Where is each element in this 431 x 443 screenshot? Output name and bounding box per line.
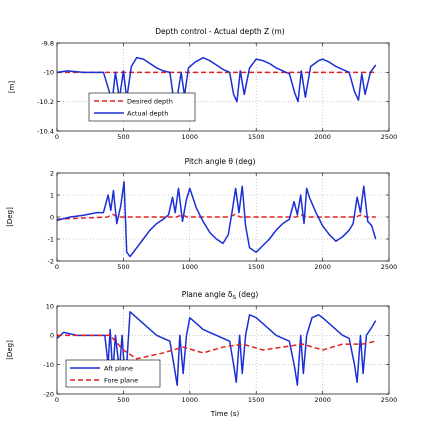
depth-chart-xtick-label: 0 — [55, 133, 59, 141]
depth-chart-xtick-label: 2500 — [381, 133, 398, 141]
pitch-chart-series-0 — [56, 213, 376, 220]
plane-angle-chart-axes: 0 500 1000 1500 2000 2500 10 0 -10 -20 — [43, 302, 397, 404]
pitch-chart-ytick-label: 2 — [50, 169, 54, 177]
pitch-chart-ytick-label: 1 — [50, 191, 54, 199]
plane-angle-chart-legend: Aft plane Fore plane — [65, 359, 161, 388]
depth-chart-ylabel: [m] — [8, 81, 16, 94]
plane-angle-chart-frame — [56, 305, 390, 395]
plane-angle-chart: Plane angle δS (deg) [Deg] Time (s) 0 500… — [6, 290, 397, 418]
pitch-chart-title: Pitch angle θ (deg) — [185, 157, 256, 166]
plane-angle-chart-xlabel: Time (s) — [210, 410, 240, 418]
plane-angle-chart-legend-label-aft: Aft plane — [104, 365, 133, 373]
plane-angle-chart-legend-box — [65, 359, 161, 388]
depth-chart-legend-label-desired: Desired depth — [127, 98, 173, 106]
plane-angle-chart-xtick-label: 1000 — [182, 396, 199, 404]
plane-angle-chart-xtick-label: 500 — [117, 396, 129, 404]
plane-angle-chart-series-0 — [56, 311, 377, 386]
pitch-chart-axes: 0 500 1000 1500 2000 2500 2 1 0 -1 -2 — [48, 169, 398, 271]
depth-chart-xtick-label: 500 — [117, 133, 129, 141]
depth-chart-ytick-label: -9.8 — [41, 39, 54, 47]
plane-angle-chart-legend-label-fore: Fore plane — [104, 377, 138, 385]
pitch-chart-ytick-label: -1 — [48, 235, 54, 243]
plane-angle-chart-title: Plane angle δS (deg) — [182, 290, 259, 301]
plane-angle-chart-series-1 — [57, 334, 376, 360]
pitch-chart-xtick-label: 0 — [55, 263, 59, 271]
depth-chart-ytick-label: -10.2 — [37, 98, 54, 106]
plane-angle-chart-ytick-label: -20 — [43, 390, 54, 398]
depth-chart-legend: Desired depth Actual depth — [88, 92, 196, 122]
plane-angle-chart-ytick-label: 0 — [50, 332, 54, 340]
pitch-chart-xtick-label: 2000 — [314, 263, 331, 271]
pitch-chart-ylabel: [Deg] — [6, 207, 14, 227]
pitch-chart-series-1 — [56, 181, 377, 258]
pitch-chart-xtick-label: 1000 — [182, 263, 199, 271]
depth-chart-title: Depth control - Actual depth Z (m) — [155, 27, 285, 36]
plane-angle-chart-ylabel: [Deg] — [6, 340, 14, 360]
pitch-chart-xtick-label: 500 — [117, 263, 129, 271]
pitch-chart-ytick-label: -2 — [48, 257, 54, 265]
plane-angle-chart-ytick-label: -10 — [43, 361, 54, 369]
depth-chart-frame — [56, 42, 390, 132]
plane-angle-chart-series — [56, 305, 390, 395]
plane-angle-chart-xtick-label: 2000 — [314, 396, 331, 404]
plane-angle-chart-ytick-label: 10 — [46, 302, 54, 310]
pitch-chart-xtick-label: 2500 — [381, 263, 398, 271]
depth-chart-legend-label-actual: Actual depth — [127, 110, 168, 118]
plane-angle-chart-xtick-label: 1500 — [248, 396, 265, 404]
plane-angle-chart-xtick-label: 0 — [55, 396, 59, 404]
pitch-chart-xtick-label: 1500 — [248, 263, 265, 271]
depth-chart-axes: 0 500 1000 1500 2000 2500 -9.8 -10 -10.2 -10.4 — [37, 39, 397, 141]
plane-angle-chart-xtick-label: 2500 — [381, 396, 398, 404]
depth-chart-legend-box — [88, 92, 196, 122]
depth-chart-xtick-label: 1000 — [182, 133, 199, 141]
pitch-chart-ytick-label: 0 — [50, 213, 54, 221]
depth-chart-ytick-label: -10 — [43, 69, 54, 77]
pitch-chart-frame — [56, 172, 390, 262]
pitch-chart: Pitch angle θ (deg) [Deg] 0 500 1000 1500 20… — [6, 157, 397, 271]
depth-chart-ytick-label: -10.4 — [37, 127, 54, 135]
depth-chart-xtick-label: 1500 — [248, 133, 265, 141]
pitch-chart-series — [56, 172, 390, 262]
depth-chart-xtick-label: 2000 — [314, 133, 331, 141]
depth-chart: Depth control - Actual depth Z (m) [m] 0… — [8, 27, 397, 141]
